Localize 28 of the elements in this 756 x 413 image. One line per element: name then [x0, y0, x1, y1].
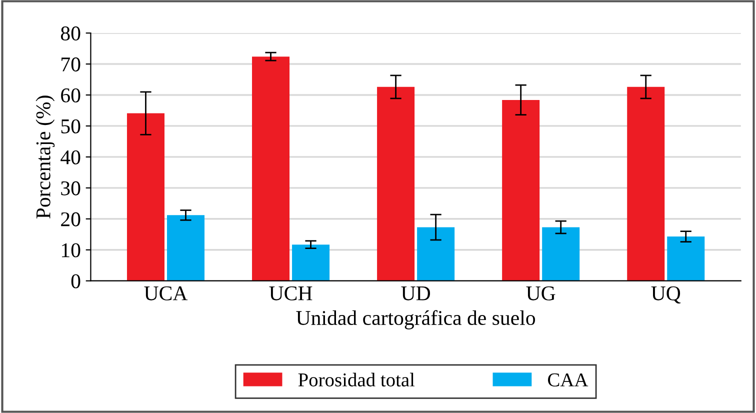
- legend-label: Porosidad total: [298, 372, 415, 386]
- bar: [417, 227, 455, 281]
- bar: [126, 113, 164, 281]
- y-tick-label: 70: [62, 57, 80, 72]
- y-axis-title: Porcentaje (%): [36, 96, 55, 219]
- x-tick-label: UCA: [144, 286, 188, 300]
- y-tick-label: 60: [61, 88, 80, 102]
- bar: [502, 100, 540, 281]
- y-tick-label: 20: [61, 212, 80, 226]
- x-tick-label: UG: [526, 286, 556, 300]
- y-tick-label: 50: [61, 119, 80, 134]
- y-tick-label: 0: [71, 274, 80, 288]
- y-tick-label: 80: [60, 26, 80, 40]
- bar: [292, 244, 330, 281]
- bar: [252, 56, 290, 281]
- bar: [166, 215, 204, 281]
- x-tick-label: UD: [401, 286, 430, 300]
- y-tick-label: 10: [62, 243, 80, 258]
- legend-label: CAA: [548, 373, 588, 386]
- bar: [377, 86, 415, 281]
- bar: [667, 236, 705, 281]
- bar: [627, 86, 665, 281]
- x-axis-title: Unidad cartográfica de suelo: [296, 310, 536, 330]
- x-tick-label: UCH: [269, 286, 312, 300]
- bar: [542, 227, 580, 281]
- x-tick-label: UQ: [651, 286, 681, 304]
- y-tick-label: 40: [60, 150, 80, 164]
- y-tick-label: 30: [61, 181, 80, 196]
